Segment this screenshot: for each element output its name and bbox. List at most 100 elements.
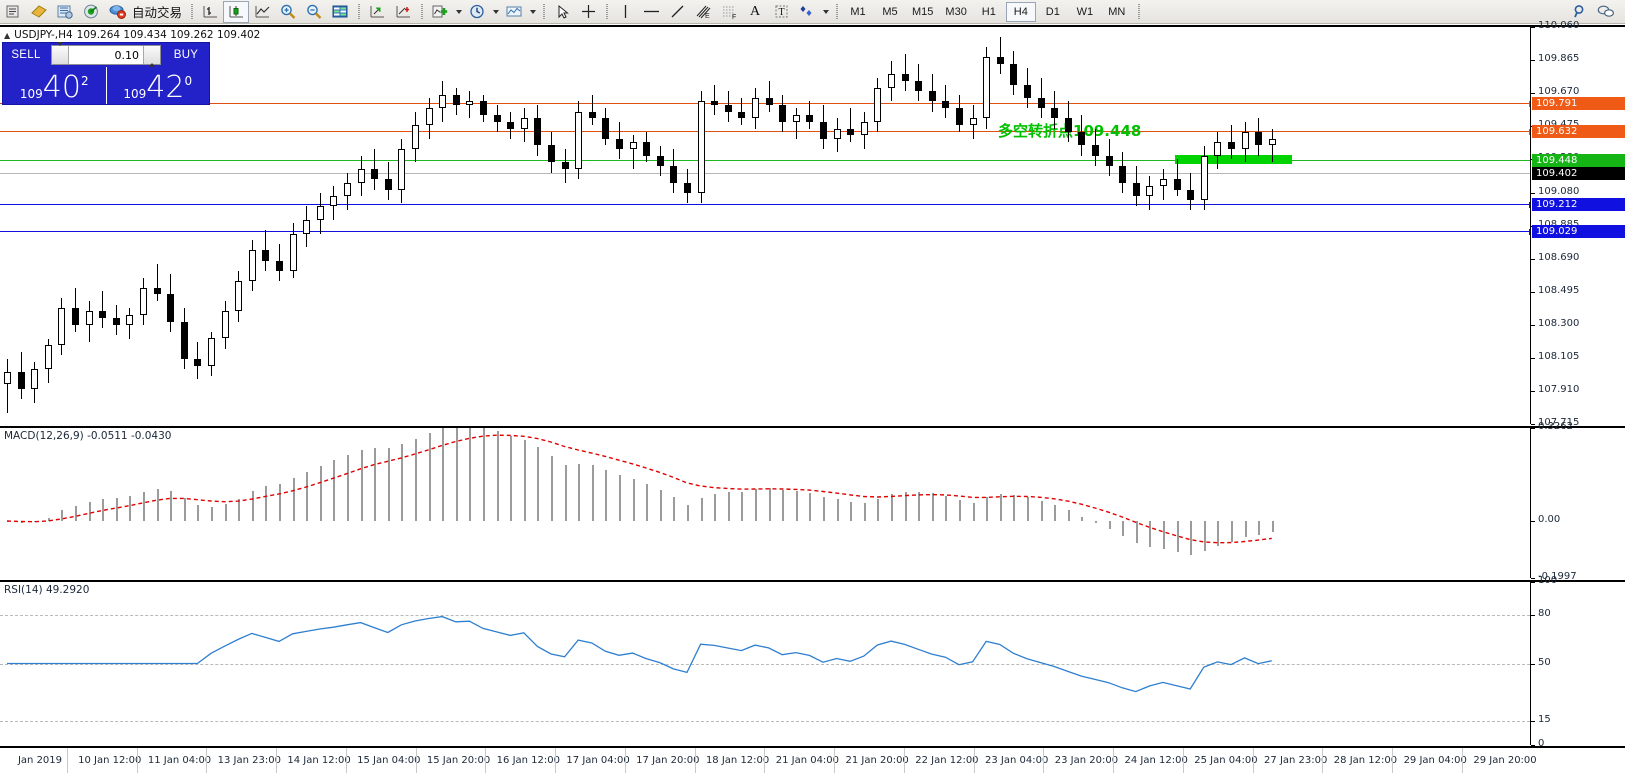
buy-price-display[interactable]: 109 42 0	[105, 67, 210, 104]
level-109-791[interactable]: 109.791	[1532, 97, 1625, 110]
vertical-line-icon[interactable]	[612, 1, 638, 23]
candle	[85, 301, 93, 342]
level-109-632[interactable]: 109.632	[1532, 125, 1625, 138]
equidistant-channel-icon[interactable]: E	[690, 1, 716, 23]
macd-pane[interactable]: MACD(12,26,9) -0.0511 -0.0430 0.3262 0.00…	[0, 421, 1625, 582]
crosshair-icon[interactable]	[575, 1, 601, 23]
timeframe-mn[interactable]: MN	[1108, 5, 1126, 18]
macd-histogram-bar	[1203, 521, 1206, 552]
level-line-109-448[interactable]	[0, 160, 1530, 161]
candle	[31, 362, 39, 403]
auto-scroll-icon[interactable]	[364, 1, 390, 23]
macd-histogram-bar	[551, 455, 553, 522]
level-line-109-791[interactable]	[0, 101, 1530, 107]
auto-trading-label[interactable]: 自动交易	[132, 6, 183, 20]
sell-price-display[interactable]: 109 40 2	[3, 67, 106, 104]
level-line-109-212[interactable]	[0, 202, 1530, 208]
macd-histogram-bar	[700, 498, 703, 522]
level-109-402[interactable]: 109.402	[1532, 167, 1625, 180]
chat-icon[interactable]	[1593, 1, 1619, 23]
rsi-plot-area[interactable]	[0, 582, 1530, 745]
navigator-icon[interactable]	[52, 1, 78, 23]
level-109-448[interactable]: 109.448	[1532, 154, 1625, 167]
shapes-dropdown-caret[interactable]	[820, 10, 831, 14]
time-axis-label: 25 Jan 04:00	[1194, 755, 1258, 766]
candle	[507, 111, 515, 139]
auto-trading-icon[interactable]	[104, 1, 130, 23]
macd-histogram-bar	[659, 490, 662, 522]
macd-histogram-bar	[224, 504, 227, 522]
one-click-trading-panel[interactable]: SELL 0.10 BUY 109 40 2 109	[2, 42, 210, 105]
level-109-029[interactable]: 109.029	[1532, 225, 1625, 238]
candlestick-chart-icon[interactable]	[223, 0, 250, 23]
period-icon[interactable]	[464, 1, 490, 23]
time-axis-separator	[485, 748, 487, 773]
chart-shift-icon[interactable]	[390, 1, 416, 23]
timeframe-m30[interactable]: M30	[945, 5, 967, 18]
indicators-icon[interactable]	[427, 1, 453, 23]
candle	[72, 287, 79, 332]
shapes-icon[interactable]	[794, 1, 820, 23]
text-label-icon[interactable]: T	[768, 1, 794, 23]
candle	[833, 118, 841, 153]
rsi-pane[interactable]: RSI(14) 49.2920 100 80 50 15 0	[0, 575, 1625, 749]
data-window-icon[interactable]	[327, 1, 353, 23]
timeframe-w1[interactable]: W1	[1076, 5, 1094, 18]
candle	[874, 77, 882, 132]
timeframe-h4[interactable]: H4	[1005, 1, 1036, 22]
period-dropdown-caret[interactable]	[490, 10, 501, 14]
new-order-icon[interactable]	[0, 1, 26, 23]
level-line-109-029[interactable]	[0, 229, 1530, 235]
level-109-212[interactable]: 109.212	[1532, 198, 1625, 211]
line-chart-icon[interactable]	[249, 1, 275, 23]
volume-value[interactable]: 0.10	[114, 48, 140, 62]
search-icon[interactable]	[1567, 1, 1593, 23]
timeframe-m1[interactable]: M1	[850, 5, 866, 18]
horizontal-line-icon[interactable]	[638, 1, 664, 23]
sell-button[interactable]: SELL	[11, 49, 41, 61]
cursor-icon[interactable]	[549, 1, 575, 23]
volume-decrease-button[interactable]	[52, 46, 69, 64]
price-scale[interactable]: 110.060109.865109.670109.475109.280109.0…	[1530, 20, 1625, 428]
templates-dropdown-caret[interactable]	[527, 10, 538, 14]
macd-histogram-bar	[1271, 521, 1274, 532]
templates-icon[interactable]	[501, 1, 527, 23]
level-line-109-632[interactable]	[0, 129, 1530, 135]
time-axis-separator	[415, 748, 417, 773]
timeframe-m15[interactable]: M15	[912, 5, 934, 18]
text-icon[interactable]: A	[749, 3, 761, 19]
trendline-icon[interactable]	[664, 1, 690, 23]
fibonacci-icon[interactable]: F	[716, 1, 742, 23]
indicators-dropdown-caret[interactable]	[453, 10, 464, 14]
bar-chart-icon[interactable]	[197, 1, 223, 23]
macd-scale[interactable]: 0.3262 0.00 -0.1997	[1530, 421, 1625, 582]
time-axis[interactable]: Jan 2019 10 Jan 12:00 11 Jan 04:00 13 Jan 2…	[0, 746, 1625, 773]
macd-histogram-bar	[768, 487, 771, 522]
terminal-icon[interactable]	[78, 1, 104, 23]
time-axis-label: 27 Jan 23:00	[1264, 755, 1328, 766]
candle	[724, 91, 732, 122]
sell-price-sup: 2	[80, 74, 89, 88]
volume-stepper[interactable]: 0.10	[51, 45, 161, 65]
macd-histogram-bar	[605, 469, 608, 522]
price-pane[interactable]: 多空转折点109.448 110.060109.865109.670109.47…	[0, 20, 1625, 428]
timeframe-d1[interactable]: D1	[1045, 5, 1060, 18]
candle	[1173, 159, 1181, 197]
macd-histogram-bar	[986, 497, 989, 522]
zoom-in-icon[interactable]	[275, 1, 301, 23]
candle	[534, 104, 542, 156]
zoom-out-icon[interactable]	[301, 1, 327, 23]
macd-histogram-bar	[1054, 504, 1057, 522]
price-plot-area[interactable]: 多空转折点109.448	[0, 27, 1530, 424]
rsi-scale[interactable]: 100 80 50 15 0	[1530, 575, 1625, 749]
timeframe-h1[interactable]: H1	[981, 5, 996, 18]
macd-plot-area[interactable]	[0, 428, 1530, 578]
chart-window[interactable]: 多空转折点109.448 110.060109.865109.670109.47…	[0, 20, 1625, 773]
metaeditor-icon[interactable]	[26, 1, 52, 23]
buy-button[interactable]: BUY	[173, 49, 199, 61]
level-line-109-402[interactable]	[0, 173, 1530, 174]
candle	[697, 91, 705, 204]
timeframe-m5[interactable]: M5	[882, 5, 898, 18]
volume-increase-button[interactable]	[143, 46, 160, 64]
symbol-info-line: ▲ USDJPY-,H4 109.264 109.434 109.262 109…	[4, 29, 260, 41]
